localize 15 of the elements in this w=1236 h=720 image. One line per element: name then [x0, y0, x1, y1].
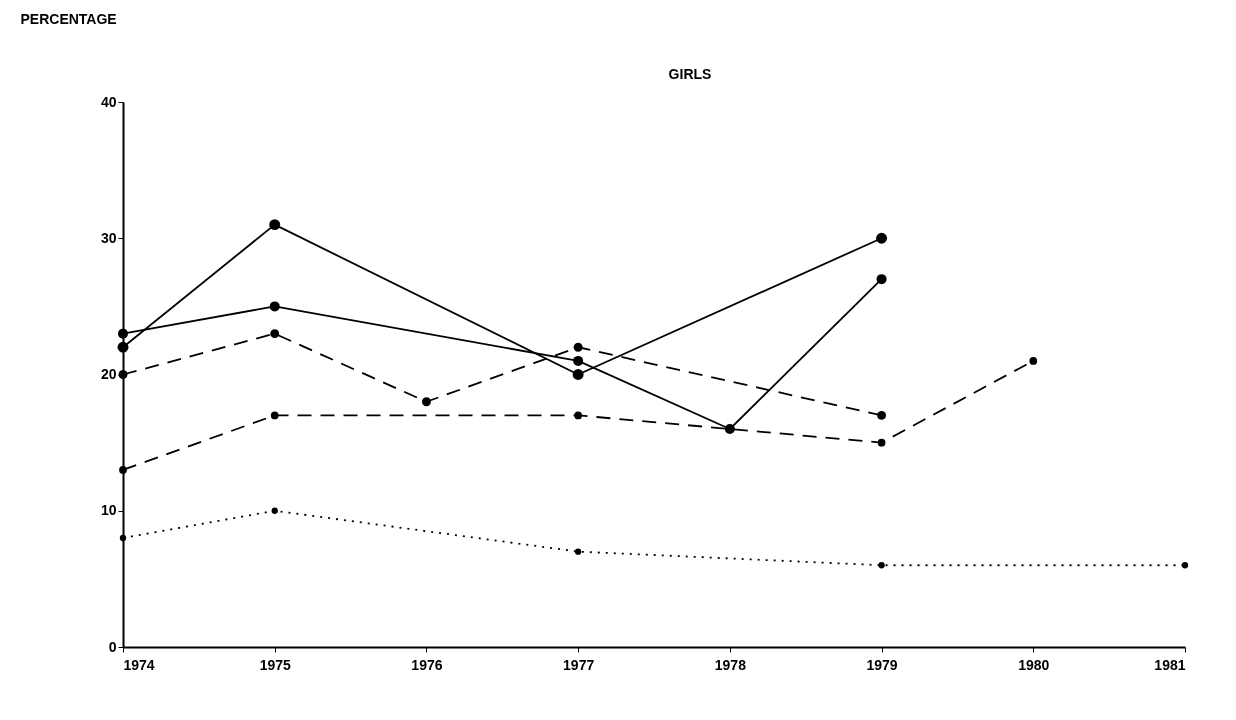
x-tick-label: 1980	[1018, 656, 1050, 673]
x-tick-label: 1976	[411, 656, 443, 673]
y-tick-label: 0	[108, 638, 117, 655]
x-tick-label: 1981	[1154, 656, 1186, 673]
x-tick-label: 1977	[563, 656, 595, 673]
y-tick-label: 30	[100, 229, 117, 246]
y-tick-label: 10	[100, 502, 117, 519]
chart-title: GIRLS	[668, 66, 712, 82]
x-tick-label: 1974	[123, 656, 155, 673]
x-tick-label: 1978	[714, 656, 747, 673]
y-tick-label: 20	[100, 366, 117, 382]
y-tick-label: 40	[100, 93, 117, 110]
y-axis-title: PERCENTAGE	[20, 10, 117, 27]
x-tick-label: 1979	[866, 656, 898, 673]
x-tick-label: 1975	[259, 656, 291, 673]
